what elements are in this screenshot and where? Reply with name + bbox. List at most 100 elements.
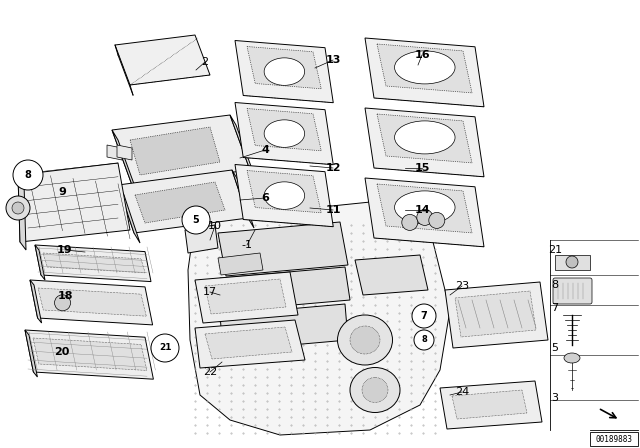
Polygon shape [135,182,225,223]
Ellipse shape [264,58,305,86]
Text: 10: 10 [208,221,222,231]
Polygon shape [118,170,248,233]
Polygon shape [365,178,484,247]
Polygon shape [117,145,132,160]
Polygon shape [25,330,154,379]
Circle shape [402,215,418,230]
Text: 8: 8 [421,336,427,345]
Polygon shape [35,245,151,282]
Polygon shape [195,320,305,368]
Ellipse shape [394,121,455,154]
Polygon shape [440,381,542,429]
Text: 22: 22 [203,367,217,377]
Text: 8: 8 [24,170,31,180]
Ellipse shape [350,326,380,354]
Ellipse shape [350,367,400,413]
Polygon shape [365,108,484,177]
Text: 3: 3 [552,393,559,403]
Polygon shape [247,47,321,89]
Polygon shape [38,288,147,316]
Text: 24: 24 [455,387,469,397]
Text: 14: 14 [414,205,430,215]
Polygon shape [377,184,472,233]
Text: 21: 21 [159,344,172,353]
Polygon shape [205,279,286,314]
Circle shape [151,334,179,362]
Polygon shape [235,164,333,227]
Polygon shape [377,44,472,93]
Circle shape [13,160,43,190]
Text: 12: 12 [325,163,340,173]
Text: 6: 6 [261,193,269,203]
Polygon shape [205,327,292,359]
Text: 19: 19 [57,245,73,255]
Text: 16: 16 [414,50,430,60]
Polygon shape [33,338,147,370]
Text: 11: 11 [325,205,340,215]
Text: 2: 2 [202,57,209,67]
Circle shape [566,256,578,268]
FancyBboxPatch shape [590,432,638,446]
Polygon shape [30,280,42,323]
Ellipse shape [264,120,305,147]
Ellipse shape [394,191,455,224]
Polygon shape [235,103,333,165]
Text: 4: 4 [261,145,269,155]
Ellipse shape [337,315,392,365]
Text: 13: 13 [325,55,340,65]
Text: 21: 21 [548,245,562,255]
Circle shape [6,196,30,220]
Polygon shape [185,225,218,253]
Ellipse shape [362,378,388,402]
Circle shape [414,330,434,350]
Polygon shape [35,245,45,280]
Circle shape [182,206,210,234]
Text: 9: 9 [58,187,66,197]
Polygon shape [230,115,256,180]
Text: 23: 23 [455,281,469,291]
Polygon shape [247,108,321,151]
Text: 20: 20 [54,347,70,357]
Circle shape [12,202,24,214]
Polygon shape [445,282,548,348]
Polygon shape [355,255,428,295]
Circle shape [54,295,70,311]
Text: 7: 7 [420,311,428,321]
Ellipse shape [564,353,580,363]
Polygon shape [195,272,298,323]
Polygon shape [220,267,350,311]
Polygon shape [107,145,122,160]
Text: 15: 15 [414,163,429,173]
Polygon shape [25,330,37,377]
Circle shape [412,304,436,328]
Polygon shape [188,200,450,435]
Text: 8: 8 [552,280,559,290]
Circle shape [417,209,433,225]
Ellipse shape [394,51,455,84]
Text: 17: 17 [203,287,217,297]
Polygon shape [118,185,140,243]
Polygon shape [555,255,590,270]
Polygon shape [18,163,130,242]
Polygon shape [235,40,333,103]
Text: 5: 5 [193,215,200,225]
Polygon shape [112,130,138,195]
Text: 18: 18 [57,291,73,301]
Polygon shape [452,390,527,419]
Ellipse shape [264,182,305,209]
Polygon shape [365,38,484,107]
Polygon shape [112,115,250,185]
Circle shape [429,212,445,228]
Polygon shape [218,253,263,275]
Polygon shape [30,280,152,325]
Text: -1: -1 [241,240,253,250]
Polygon shape [247,171,321,213]
Polygon shape [130,127,220,175]
Polygon shape [455,291,536,337]
Polygon shape [232,170,254,228]
Polygon shape [218,222,348,276]
FancyBboxPatch shape [553,278,592,304]
Polygon shape [18,175,26,250]
Text: 5: 5 [552,343,559,353]
Polygon shape [115,35,210,85]
